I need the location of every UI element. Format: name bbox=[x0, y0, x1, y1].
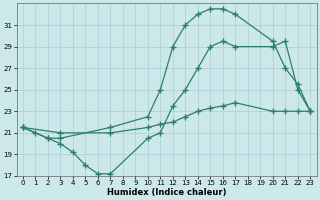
X-axis label: Humidex (Indice chaleur): Humidex (Indice chaleur) bbox=[107, 188, 226, 197]
